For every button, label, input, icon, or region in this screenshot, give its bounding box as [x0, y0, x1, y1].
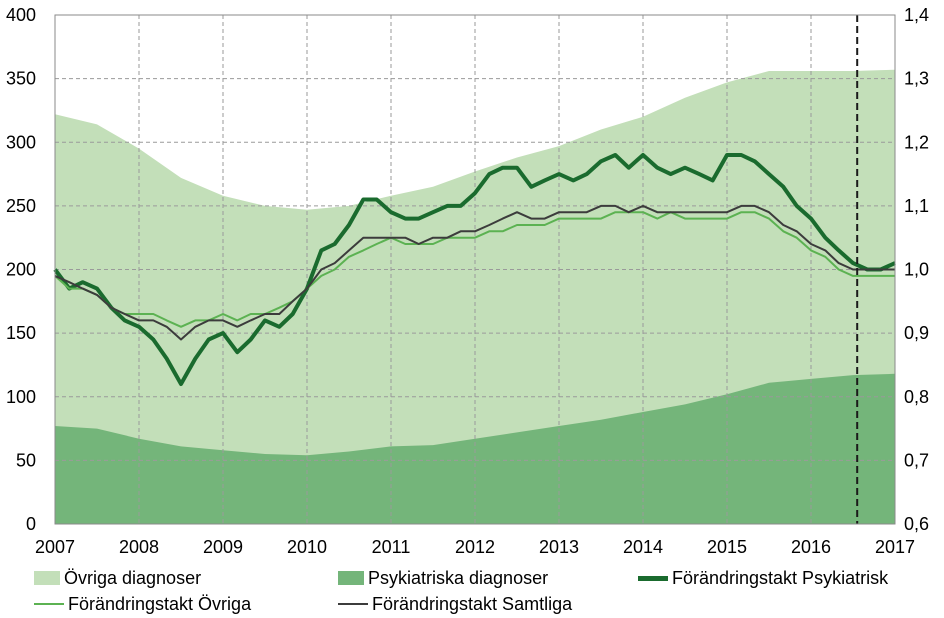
y-left-tick-label: 50	[16, 450, 36, 470]
legend: Övriga diagnoser Psykiatriska diagnoser …	[0, 562, 944, 618]
legend-swatch-psykiatriska-diagnoser	[338, 571, 364, 585]
x-tick-label: 2014	[623, 537, 663, 557]
y-right-tick-label: 0,8	[904, 387, 929, 407]
legend-label: Förändringstakt Psykiatrisk	[672, 567, 889, 588]
y-left-tick-label: 400	[6, 5, 36, 25]
x-tick-label: 2009	[203, 537, 243, 557]
y-left-tick-label: 350	[6, 69, 36, 89]
y-right-tick-label: 1,0	[904, 260, 929, 280]
legend-label: Förändringstakt Samtliga	[372, 593, 573, 614]
x-tick-label: 2015	[707, 537, 747, 557]
legend-swatch-forandringstakt-psykiatrisk	[638, 575, 668, 581]
y-right-tick-label: 1,3	[904, 69, 929, 89]
x-tick-label: 2008	[119, 537, 159, 557]
x-tick-label: 2013	[539, 537, 579, 557]
legend-swatch-forandringstakt-samtliga	[338, 603, 368, 605]
legend-item-ovriga-diagnoser: Övriga diagnoser	[34, 566, 201, 590]
legend-swatch-ovriga-diagnoser	[34, 571, 60, 585]
plot-frame	[54, 14, 896, 525]
y-left-tick-label: 0	[26, 514, 36, 534]
y-right-tick-label: 0,9	[904, 323, 929, 343]
legend-item-forandringstakt-psykiatrisk: Förändringstakt Psykiatrisk	[638, 566, 888, 590]
y-left-tick-label: 300	[6, 132, 36, 152]
legend-label: Psykiatriska diagnoser	[368, 567, 549, 588]
legend-swatch-forandringstakt-ovriga	[34, 603, 64, 605]
x-tick-label: 2017	[875, 537, 915, 557]
legend-label: Övriga diagnoser	[64, 567, 202, 588]
x-tick-label: 2012	[455, 537, 495, 557]
x-tick-label: 2007	[35, 537, 75, 557]
x-tick-label: 2016	[791, 537, 831, 557]
legend-item-forandringstakt-samtliga: Förändringstakt Samtliga	[338, 592, 572, 616]
line-forandringstakt-psykiatrisk	[53, 153, 896, 386]
chart-canvas: 2007 2008 2009 2010 2011 2012 2013 2014 2015 2016…	[6, 5, 929, 557]
y-right-tick-label: 1,4	[904, 5, 929, 25]
y-right-tick-label: 1,1	[904, 196, 929, 216]
y-right-tick-label: 1,2	[904, 132, 929, 152]
x-tick-label: 2010	[287, 537, 327, 557]
y-left-tick-label: 150	[6, 323, 36, 343]
y-right-tick-label: 0,7	[904, 450, 929, 470]
x-tick-label: 2011	[372, 537, 411, 557]
y-left-tick-label: 200	[6, 260, 36, 280]
legend-item-psykiatriska-diagnoser: Psykiatriska diagnoser	[338, 566, 548, 590]
y-left-tick-label: 100	[6, 387, 36, 407]
legend-item-forandringstakt-ovriga: Förändringstakt Övriga	[34, 592, 251, 616]
y-right-tick-label: 0,6	[904, 514, 929, 534]
line-forandringstakt-ovriga	[54, 211, 895, 328]
area-psykiatriska-diagnoser	[55, 373, 895, 524]
line-forandringstakt-samtliga	[54, 204, 895, 341]
legend-label: Förändringstakt Övriga	[68, 593, 252, 614]
y-left-tick-label: 250	[6, 196, 36, 216]
